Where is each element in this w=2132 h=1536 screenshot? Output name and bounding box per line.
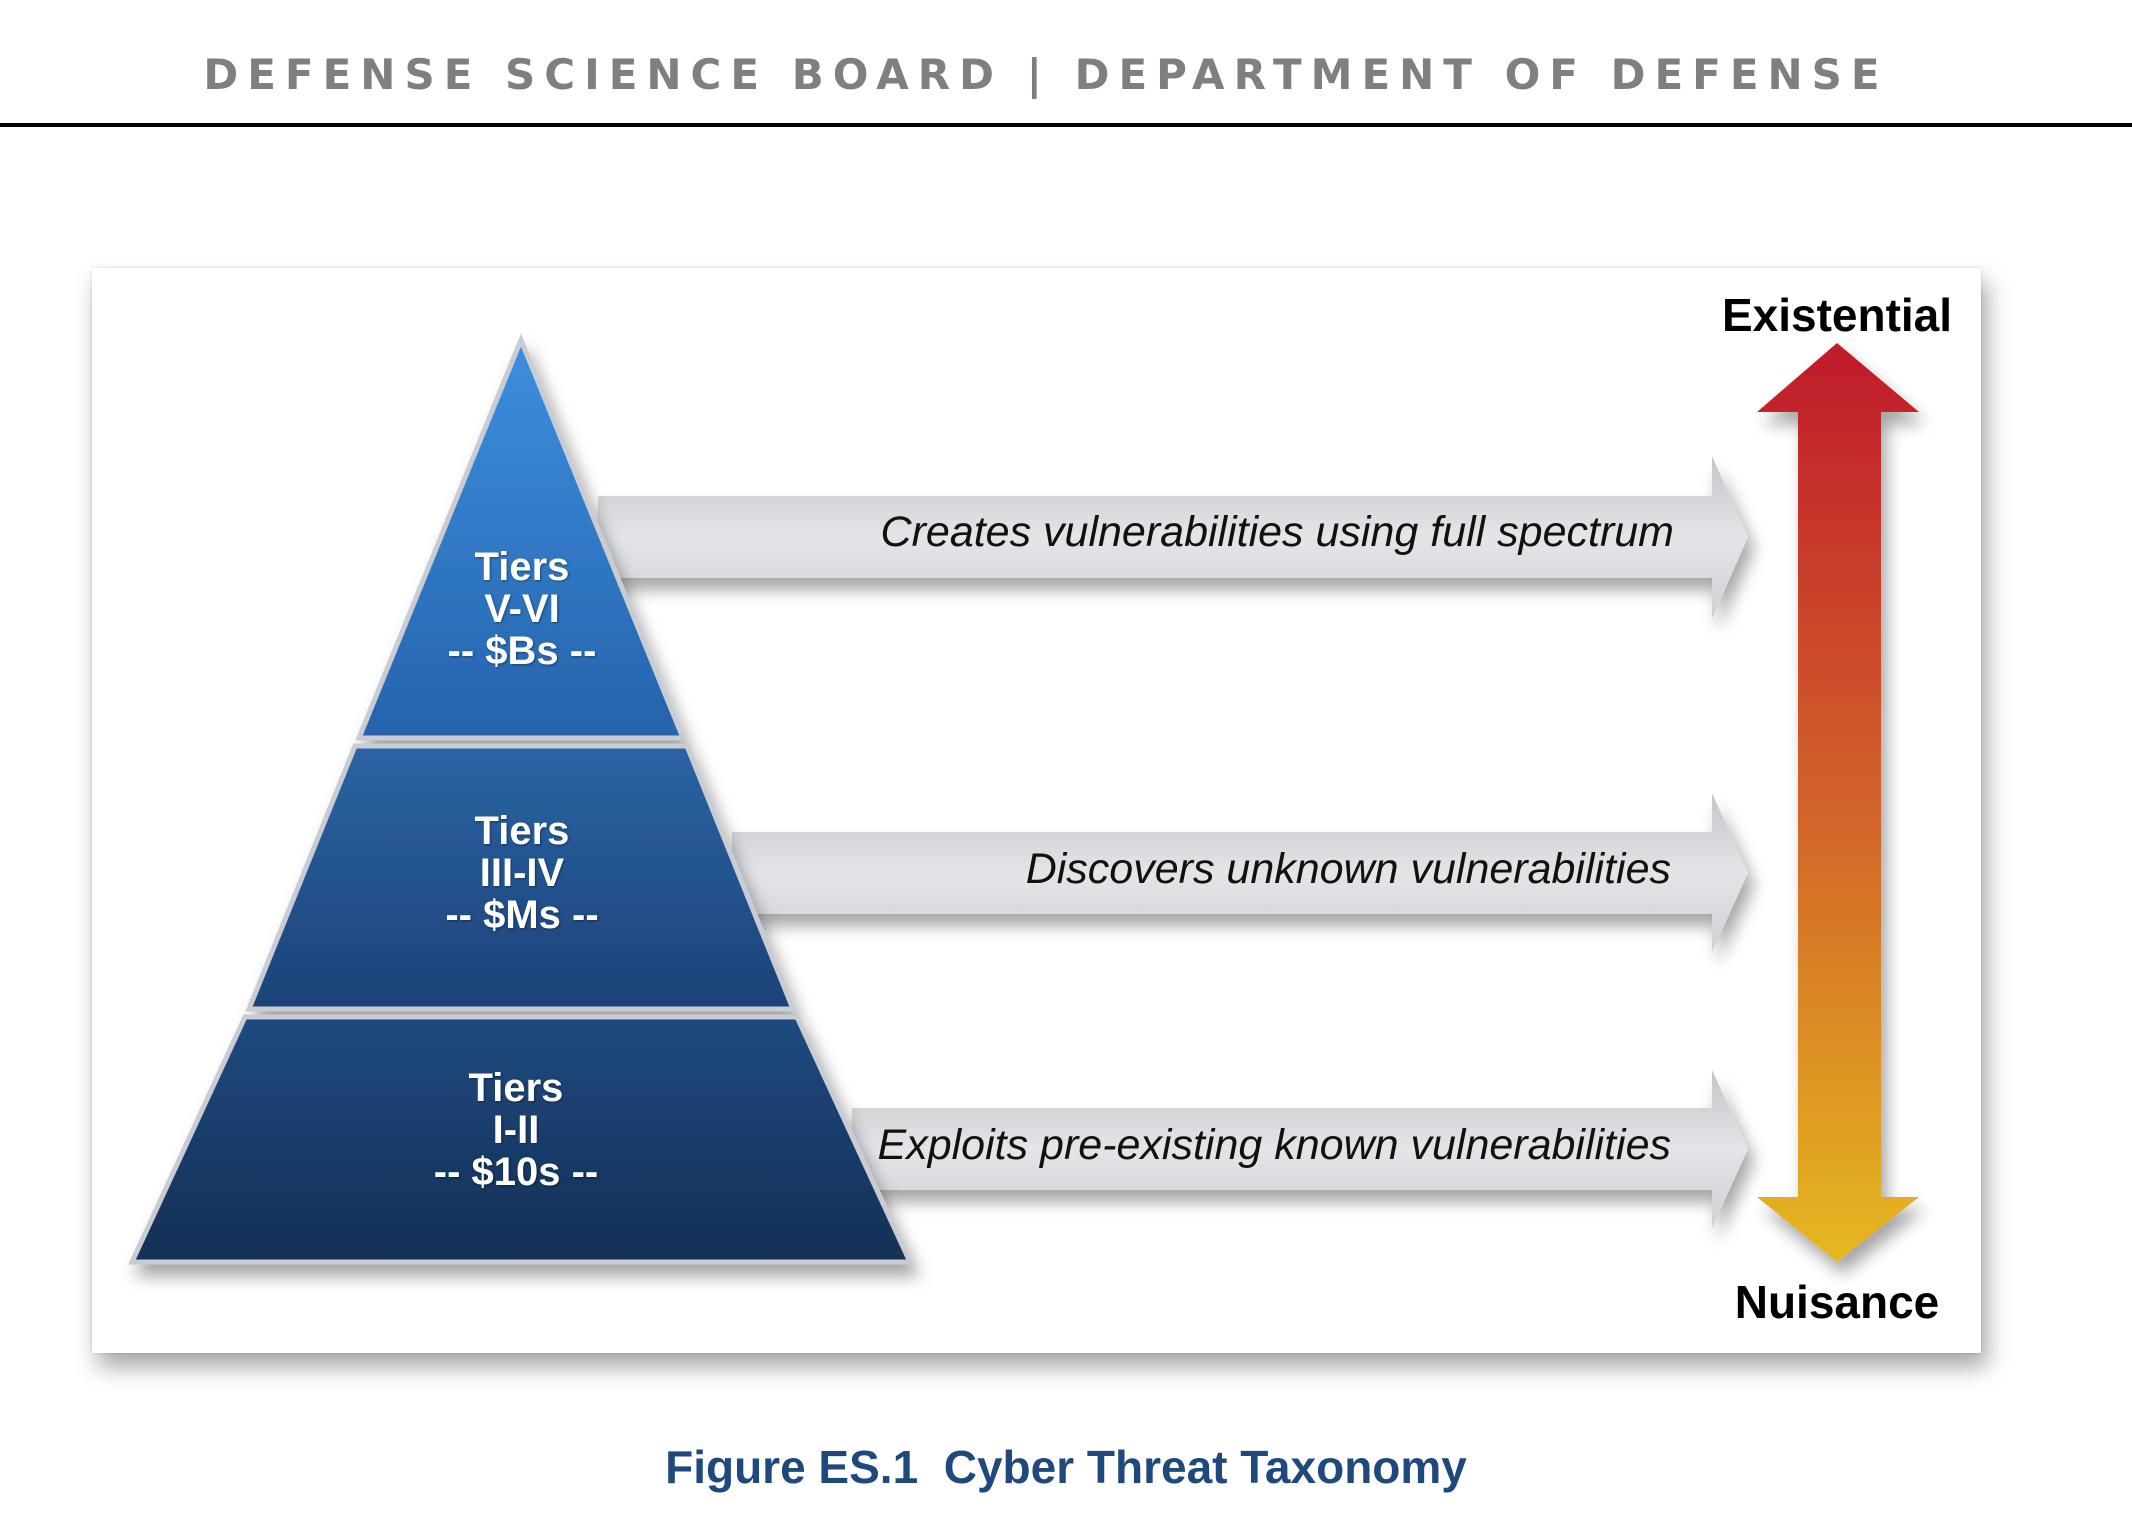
header-rule — [0, 123, 2132, 127]
arrow-tier-high — [598, 456, 1748, 619]
figure-caption: Figure ES.1 Cyber Threat Taxonomy — [0, 1440, 2132, 1494]
pyramid — [128, 333, 914, 1265]
arrow-label-discovers: Discovers unknown vulnerabilities — [1025, 845, 1671, 893]
taxonomy-diagram — [128, 333, 1919, 1265]
page-header: DEFENSE SCIENCE BOARD | DEPARTMENT OF DE… — [0, 50, 2132, 99]
scale-label-existential: Existential — [1721, 289, 1953, 341]
arrow-tier-low — [852, 1070, 1748, 1228]
arrow-label-exploits: Exploits pre-existing known vulnerabilit… — [877, 1121, 1671, 1169]
arrow-label-creates: Creates vulnerabilities using full spect… — [880, 508, 1674, 556]
arrow-tier-mid — [732, 793, 1748, 952]
scale-label-nuisance: Nuisance — [1734, 1276, 1940, 1328]
figure-cyber-threat-taxonomy: Tiers V-VI -- $Bs -- Tiers III-IV -- $Ms… — [92, 268, 1981, 1353]
severity-scale-arrow — [1757, 343, 1919, 1262]
header-title: DEFENSE SCIENCE BOARD | DEPARTMENT OF DE… — [203, 50, 1889, 99]
caption-text: Figure ES.1 Cyber Threat Taxonomy — [665, 1441, 1467, 1493]
pyramid-tier-top — [355, 333, 687, 741]
pyramid-tier-bottom — [128, 1014, 914, 1265]
tier-label-v-vi: Tiers V-VI -- $Bs -- — [447, 545, 597, 673]
tier-label-iii-iv: Tiers III-IV -- $Ms -- — [445, 809, 599, 937]
pyramid-tier-middle — [245, 743, 797, 1012]
tier-label-i-ii: Tiers I-II -- $10s -- — [433, 1066, 599, 1194]
